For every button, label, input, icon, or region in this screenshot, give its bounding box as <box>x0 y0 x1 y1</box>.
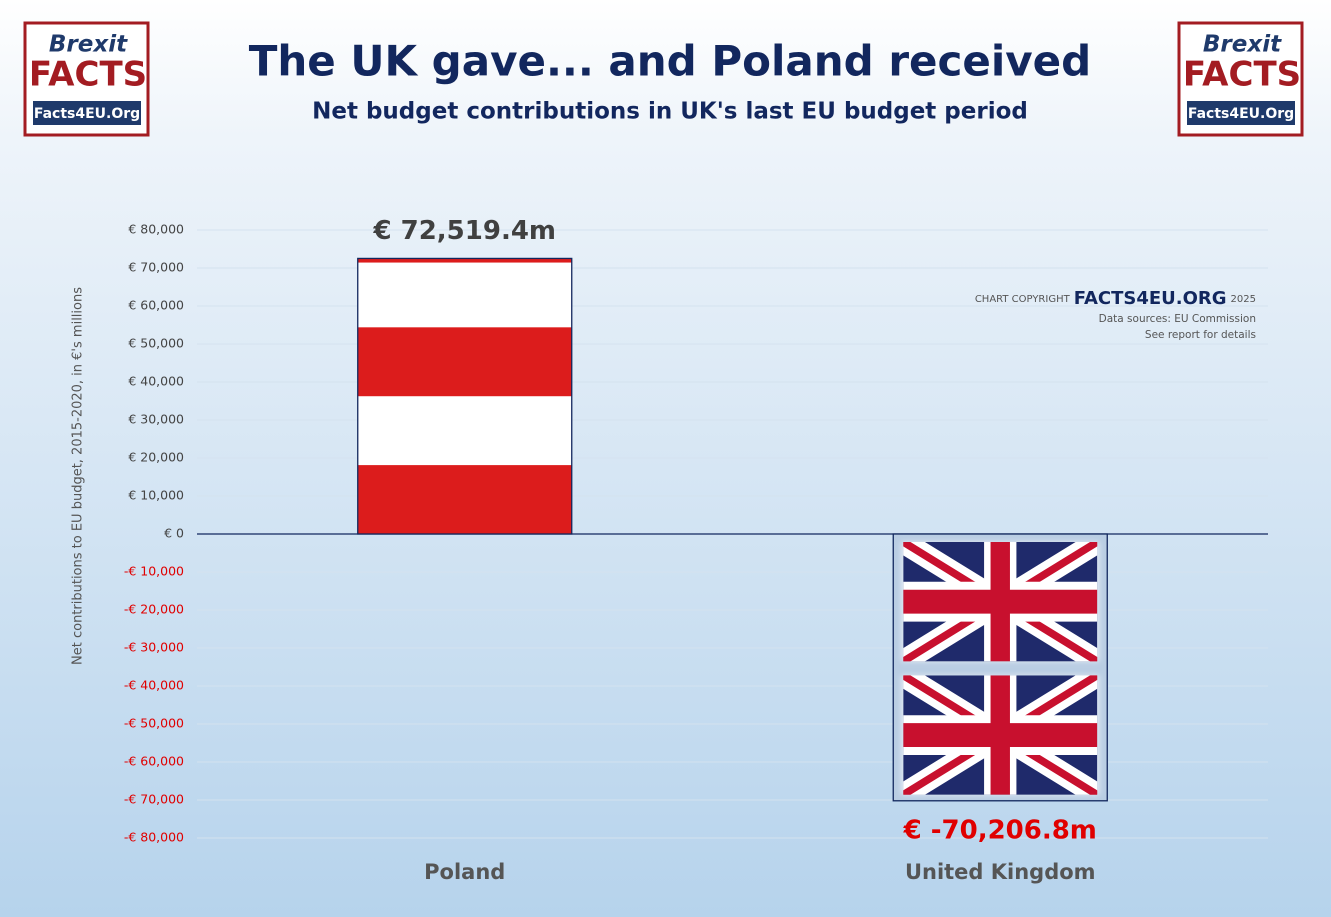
y-tick-label: -€ 40,000 <box>124 678 184 693</box>
logo-text: FACTS <box>29 55 147 95</box>
logo-band <box>1187 101 1295 125</box>
chart-subtitle: Net budget contributions in UK's last EU… <box>312 99 1028 125</box>
value-label: € -70,206.8m <box>903 815 1097 845</box>
y-tick-label: € 40,000 <box>128 374 184 389</box>
y-tick-label: € 60,000 <box>128 298 184 313</box>
y-tick-label: -€ 80,000 <box>124 830 184 845</box>
bar-outline <box>357 257 573 535</box>
y-tick-label: -€ 70,000 <box>124 792 184 807</box>
y-tick-label: -€ 60,000 <box>124 754 184 769</box>
copyright: CHART COPYRIGHT FACTS4EU.ORG 2025 <box>975 288 1256 309</box>
y-tick-label: € 0 <box>164 526 184 541</box>
logo-text: Brexit <box>49 32 128 58</box>
source-note: See report for details <box>1145 329 1256 341</box>
y-tick-label: € 50,000 <box>128 336 184 351</box>
y-axis-title: Net contributions to EU budget, 2015-202… <box>71 287 86 665</box>
union-flag <box>903 542 1097 661</box>
y-tick-label: -€ 30,000 <box>124 640 184 655</box>
flag-stripe <box>357 262 572 328</box>
y-tick-label: € 30,000 <box>128 412 184 427</box>
y-tick-label: -€ 20,000 <box>124 602 184 617</box>
x-tick-label: United Kingdom <box>905 860 1096 884</box>
logo-text: Brexit <box>1203 32 1282 58</box>
y-tick-label: -€ 10,000 <box>124 564 184 579</box>
y-tick-label: -€ 50,000 <box>124 716 184 731</box>
y-tick-label: € 10,000 <box>128 488 184 503</box>
source-note: Data sources: EU Commission <box>1099 313 1256 325</box>
x-tick-label: Poland <box>424 860 505 884</box>
copyright-year: 2025 <box>1231 294 1256 305</box>
y-tick-label: € 20,000 <box>128 450 184 465</box>
y-tick-label: € 80,000 <box>128 222 184 237</box>
logo-left: Brexit FACTS Facts4EU.Org <box>23 21 150 137</box>
logo-right: Brexit FACTS Facts4EU.Org <box>1177 21 1304 137</box>
union-flag <box>903 675 1097 794</box>
flag-stripe <box>357 396 572 466</box>
y-tick-label: € 70,000 <box>128 260 184 275</box>
chart-title: The UK gave... and Poland received <box>249 37 1091 86</box>
logo-text: Facts4EU.Org <box>34 106 140 122</box>
value-label: € 72,519.4m <box>372 216 556 246</box>
copyright-prefix: CHART COPYRIGHT <box>975 294 1071 305</box>
logo-text: FACTS <box>1183 55 1301 95</box>
logo-band <box>33 101 141 125</box>
logo-text: Facts4EU.Org <box>1188 106 1294 122</box>
bar-outline <box>892 533 1108 802</box>
copyright-brand: FACTS4EU.ORG <box>1074 288 1227 309</box>
